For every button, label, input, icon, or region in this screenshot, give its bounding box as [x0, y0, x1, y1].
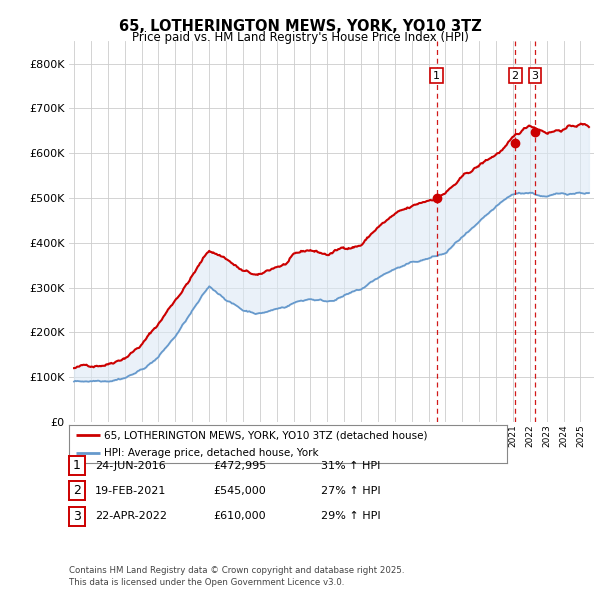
Text: 1: 1: [73, 459, 81, 472]
Text: 24-JUN-2016: 24-JUN-2016: [95, 461, 166, 470]
Text: 1: 1: [433, 71, 440, 81]
Text: 22-APR-2022: 22-APR-2022: [95, 512, 167, 521]
Text: 19-FEB-2021: 19-FEB-2021: [95, 486, 166, 496]
Text: £545,000: £545,000: [213, 486, 266, 496]
Text: 27% ↑ HPI: 27% ↑ HPI: [321, 486, 380, 496]
Text: £472,995: £472,995: [213, 461, 266, 470]
Text: 3: 3: [73, 510, 81, 523]
Text: 29% ↑ HPI: 29% ↑ HPI: [321, 512, 380, 521]
Text: £610,000: £610,000: [213, 512, 266, 521]
Text: 65, LOTHERINGTON MEWS, YORK, YO10 3TZ: 65, LOTHERINGTON MEWS, YORK, YO10 3TZ: [119, 19, 481, 34]
Text: 2: 2: [73, 484, 81, 497]
Text: 2: 2: [512, 71, 519, 81]
Text: 31% ↑ HPI: 31% ↑ HPI: [321, 461, 380, 470]
Text: Price paid vs. HM Land Registry's House Price Index (HPI): Price paid vs. HM Land Registry's House …: [131, 31, 469, 44]
Text: 65, LOTHERINGTON MEWS, YORK, YO10 3TZ (detached house): 65, LOTHERINGTON MEWS, YORK, YO10 3TZ (d…: [104, 430, 428, 440]
Text: Contains HM Land Registry data © Crown copyright and database right 2025.
This d: Contains HM Land Registry data © Crown c…: [69, 566, 404, 587]
Text: HPI: Average price, detached house, York: HPI: Average price, detached house, York: [104, 448, 319, 458]
Text: 3: 3: [532, 71, 539, 81]
